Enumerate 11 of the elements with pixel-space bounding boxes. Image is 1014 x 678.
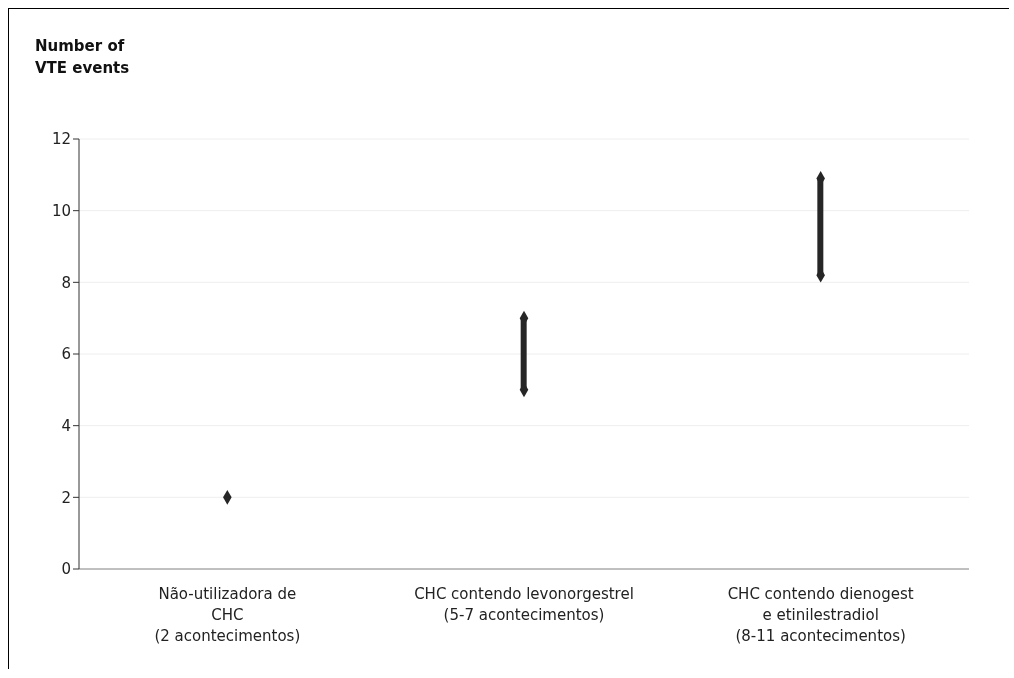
y-tick-label: 12 [51,130,71,149]
y-axis-title: Number of VTE events [35,36,131,79]
y-tick-label: 6 [61,345,71,364]
y-tick-label: 0 [61,560,71,579]
x-tick-label: CHC contendo levonorgestrel (5-7 acontecimentos) [414,585,634,624]
x-tick-label: CHC contendo dienogest e etinilestradiol (8-11 acontecimentos) [727,585,914,645]
y-tick-label: 4 [61,416,71,435]
x-tick-label: Não-utilizadora de CHC (2 acontecimentos) [154,585,301,645]
y-tick-label: 10 [51,201,71,220]
y-tick-label: 2 [61,488,71,507]
y-tick-label: 8 [61,273,71,292]
